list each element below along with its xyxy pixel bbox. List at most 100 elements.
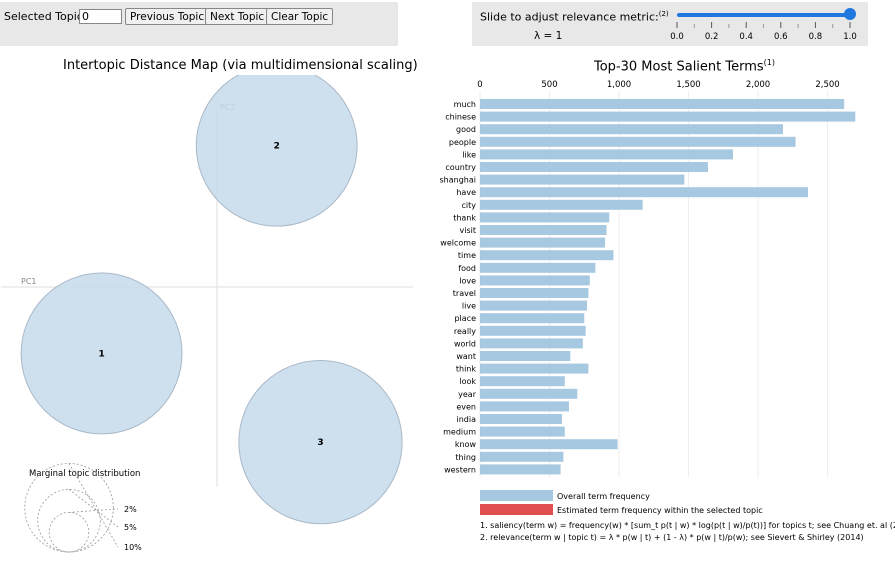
bar-x-tick-label: 1,000 <box>607 80 631 90</box>
intertopic-map-title: Intertopic Distance Map (via multidimens… <box>63 58 418 73</box>
topic-bubble <box>20 272 183 435</box>
term-label: world <box>454 339 476 348</box>
term-label: welcome <box>440 239 476 248</box>
legend-label: Estimated term frequency within the sele… <box>557 506 763 515</box>
marginal-legend-leader <box>68 508 119 513</box>
bar-x-tick-label: 500 <box>541 80 557 90</box>
term-label: medium <box>443 428 476 437</box>
term-bar <box>480 174 685 185</box>
topic-bubble-label: 1 <box>98 349 104 359</box>
term-label: place <box>454 314 476 323</box>
bar-legend: Overall term frequency Estimated term fre… <box>480 490 763 515</box>
term-label: want <box>456 352 476 361</box>
term-bar <box>480 111 856 122</box>
term-bar <box>480 262 596 273</box>
topic-controls: Selected Topic: Previous Topic Next Topi… <box>0 2 398 46</box>
term-bar <box>480 149 733 160</box>
term-bar <box>480 275 590 286</box>
footnote-saliency: 1. saliency(term w) = frequency(w) * [su… <box>480 521 895 530</box>
term-bar <box>480 451 564 462</box>
bar-x-tick-label: 1,500 <box>676 80 700 90</box>
slider-axis: 0.0 0.2 0.4 0.6 0.8 1.0 <box>670 22 857 42</box>
term-bar <box>480 325 586 336</box>
previous-topic-button[interactable]: Previous Topic <box>125 8 210 25</box>
clear-topic-button[interactable]: Clear Topic <box>266 8 334 25</box>
salient-terms-title: Top-30 Most Salient Terms(1) <box>594 58 776 75</box>
term-bar <box>480 351 571 361</box>
term-label: people <box>449 138 476 147</box>
next-topic-button[interactable]: Next Topic <box>205 8 270 25</box>
legend-swatch <box>480 504 553 515</box>
relevance-slider-track[interactable] <box>677 13 852 17</box>
marginal-legend-label: 2% <box>124 505 137 514</box>
marginal-legend-label: 10% <box>124 543 142 552</box>
term-label: think <box>456 365 477 374</box>
footnote-relevance: 2. relevance(term w | topic t) = λ * p(w… <box>480 533 864 542</box>
intertopic-distance-map: PC2PC1123Marginal topic distribution2%5%… <box>1 75 413 553</box>
marginal-legend-circle <box>37 488 101 553</box>
marginal-legend-title: Marginal topic distribution <box>29 469 140 479</box>
term-label: really <box>454 327 476 336</box>
term-label: food <box>458 264 476 273</box>
slider-tick-label: 0.4 <box>739 32 753 42</box>
selected-topic-label: Selected Topic: <box>4 10 87 23</box>
bar-x-tick-label: 2,000 <box>746 80 770 90</box>
term-label: year <box>458 390 477 399</box>
term-label: thank <box>453 213 476 222</box>
marginal-legend-leader <box>68 463 119 548</box>
term-label: even <box>456 402 476 411</box>
term-bar <box>480 414 563 424</box>
slider-label: Slide to adjust relevance metric:(2) <box>480 10 669 24</box>
topic-bubble <box>238 359 403 525</box>
term-label: have <box>456 188 476 197</box>
footnotes: 1. saliency(term w) = frequency(w) * [su… <box>480 520 895 544</box>
marginal-legend-circle <box>48 512 90 553</box>
term-bar <box>480 300 588 311</box>
topic-bubble <box>195 75 358 227</box>
term-bar <box>480 401 569 412</box>
term-bar <box>480 376 565 387</box>
selected-topic-input[interactable] <box>79 9 122 24</box>
term-label: chinese <box>445 113 476 122</box>
topic-bubble-label: 3 <box>317 438 323 448</box>
term-bar <box>480 212 610 223</box>
marginal-legend-leader <box>68 489 119 528</box>
term-bar <box>480 124 784 135</box>
term-label: india <box>457 415 477 424</box>
salient-terms-footnote-mark: (1) <box>763 58 776 67</box>
term-label: like <box>462 150 476 159</box>
term-bar <box>480 464 561 475</box>
term-bar <box>480 250 614 261</box>
term-label: know <box>455 440 477 449</box>
legend-label: Overall term frequency <box>557 492 650 501</box>
slider-tick-label: 0.2 <box>705 32 719 42</box>
marginal-legend-label: 5% <box>124 523 137 532</box>
legend-swatch <box>480 490 553 501</box>
term-label: country <box>445 163 476 172</box>
term-bar <box>480 162 708 172</box>
term-bar <box>480 313 585 324</box>
term-label: city <box>462 201 477 210</box>
term-bar <box>480 288 589 298</box>
slider-tick-label: 0.0 <box>670 32 684 42</box>
term-bar <box>480 439 618 450</box>
term-bar <box>480 388 578 399</box>
salient-terms-bar-chart: 0 500 1,000 1,500 2,000 2,500 much chinese good p… <box>440 80 856 477</box>
term-label: much <box>454 100 476 109</box>
term-label: love <box>459 276 476 285</box>
term-bar <box>480 136 796 147</box>
term-bar <box>480 237 606 248</box>
bar-x-tick-label: 2,500 <box>815 80 839 90</box>
term-bar <box>480 363 589 374</box>
lambda-value: λ = 1 <box>534 30 563 42</box>
slider-footnote: (2) <box>658 10 669 18</box>
term-label: thing <box>455 453 476 462</box>
slider-tick-label: 0.8 <box>809 32 823 42</box>
term-label: western <box>444 465 476 474</box>
relevance-slider-thumb[interactable] <box>844 8 856 20</box>
term-label: shanghai <box>440 176 476 185</box>
slider-tick-label: 0.6 <box>774 32 788 42</box>
term-label: good <box>456 125 476 134</box>
pc1-axis-label: PC1 <box>21 277 37 286</box>
term-bar <box>480 99 845 109</box>
